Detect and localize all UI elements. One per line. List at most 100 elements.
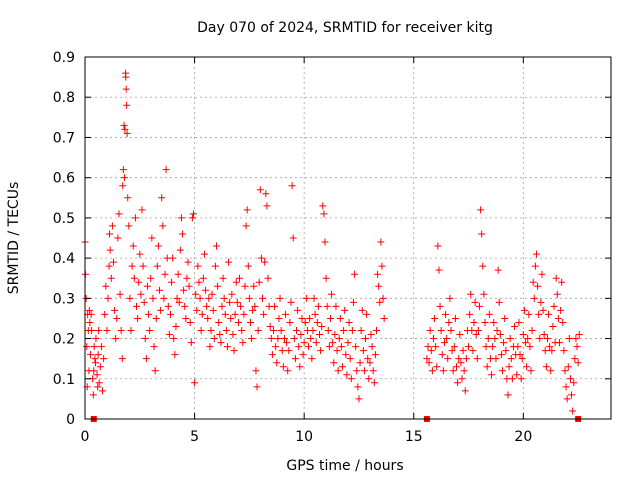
data-point: [123, 129, 131, 137]
data-point: [193, 306, 201, 314]
data-point: [149, 294, 157, 302]
data-point: [249, 306, 257, 314]
data-point: [207, 327, 215, 335]
data-point: [347, 375, 355, 383]
data-point: [262, 190, 270, 198]
data-point: [308, 355, 316, 363]
data-point: [331, 331, 339, 339]
data-point: [429, 335, 437, 343]
data-point: [355, 395, 363, 403]
data-point: [183, 274, 191, 282]
data-point: [309, 327, 317, 335]
data-point: [443, 335, 451, 343]
data-point: [202, 286, 210, 294]
data-point: [571, 355, 579, 363]
data-point: [499, 367, 507, 375]
data-point: [180, 286, 188, 294]
data-point: [515, 318, 523, 326]
data-point: [191, 379, 199, 387]
data-point: [363, 310, 371, 318]
data-point: [354, 383, 362, 391]
data-point: [440, 339, 448, 347]
data-point: [508, 375, 516, 383]
data-point: [367, 331, 375, 339]
data-point: [537, 298, 545, 306]
data-point: [535, 310, 543, 318]
data-point: [277, 327, 285, 335]
data-point: [379, 294, 387, 302]
data-point: [526, 343, 534, 351]
data-point: [140, 298, 148, 306]
data-point: [189, 210, 197, 218]
data-point: [349, 298, 357, 306]
data-point: [476, 302, 483, 310]
data-point: [359, 347, 367, 355]
data-point: [511, 322, 519, 330]
data-point: [274, 335, 282, 343]
data-point: [92, 335, 100, 343]
data-point: [284, 367, 292, 375]
data-point: [300, 339, 308, 347]
data-point: [474, 327, 482, 335]
data-point: [97, 343, 105, 351]
data-point: [542, 363, 550, 371]
data-point: [172, 322, 180, 330]
data-point: [505, 363, 513, 371]
data-point: [301, 318, 309, 326]
data-point: [86, 351, 94, 359]
data-point: [135, 278, 143, 286]
data-point: [548, 347, 556, 355]
data-point: [106, 230, 114, 238]
data-point: [310, 294, 318, 302]
data-point: [138, 206, 146, 214]
data-point: [246, 318, 254, 326]
data-point: [531, 262, 539, 270]
data-point: [554, 314, 562, 322]
data-point: [468, 327, 476, 335]
data-point: [122, 85, 130, 93]
data-point: [263, 202, 271, 210]
data-point: [177, 214, 185, 222]
data-point: [128, 262, 136, 270]
data-point: [214, 282, 222, 290]
y-tick-label: 0.8: [53, 90, 75, 106]
data-point: [218, 302, 226, 310]
data-point: [488, 371, 496, 379]
data-point: [478, 230, 486, 238]
data-point: [272, 343, 280, 351]
data-point: [494, 266, 502, 274]
data-point: [559, 318, 567, 326]
data-point: [534, 282, 542, 290]
x-axis-label: GPS time / hours: [286, 458, 403, 474]
data-point: [481, 318, 489, 326]
data-point: [276, 294, 284, 302]
data-point: [248, 335, 256, 343]
data-point: [436, 302, 444, 310]
data-point: [217, 339, 225, 347]
data-point: [506, 335, 514, 343]
data-point: [121, 125, 129, 133]
data-point: [186, 318, 194, 326]
data-point: [529, 278, 537, 286]
data-point: [164, 302, 172, 310]
data-point: [457, 359, 465, 367]
data-point: [116, 290, 124, 298]
data-point: [153, 262, 161, 270]
data-point: [345, 318, 353, 326]
y-tick-label: 0.7: [53, 130, 75, 146]
data-point: [170, 335, 178, 343]
data-point: [251, 302, 259, 310]
data-point: [320, 210, 328, 218]
data-point: [228, 290, 236, 298]
data-point: [439, 367, 447, 375]
data-point: [326, 314, 334, 322]
data-point: [305, 343, 313, 351]
data-point: [501, 314, 509, 322]
y-tick-label: 0.5: [53, 211, 75, 227]
data-point: [254, 327, 262, 335]
data-point: [273, 359, 281, 367]
data-point: [495, 298, 503, 306]
data-point: [289, 234, 297, 242]
data-point: [106, 246, 114, 254]
data-point: [362, 335, 370, 343]
